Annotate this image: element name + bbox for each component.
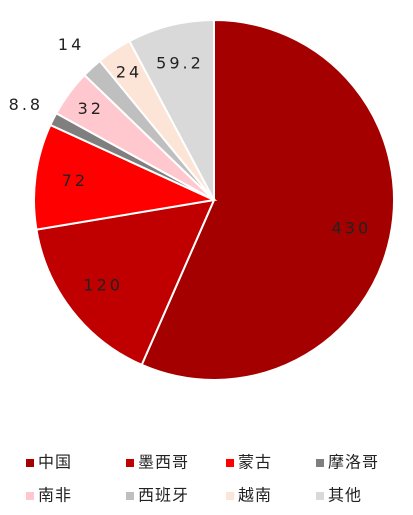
legend-swatch: [316, 459, 324, 467]
legend-label: 越南: [238, 486, 272, 505]
legend-swatch: [226, 459, 234, 467]
legend-label: 墨西哥: [138, 453, 189, 472]
legend-swatch: [26, 459, 34, 467]
data-label: 24: [116, 62, 142, 81]
legend-swatch: [26, 492, 34, 500]
legend-swatch: [316, 492, 324, 500]
legend-label: 西班牙: [138, 486, 189, 505]
legend-label: 摩洛哥: [328, 453, 379, 472]
data-label: 59.2: [156, 53, 204, 72]
legend-label: 蒙古: [238, 453, 272, 472]
legend-swatch: [126, 459, 134, 467]
legend-label: 南非: [38, 486, 72, 505]
legend-swatch: [226, 492, 234, 500]
pie-slice: [140, 18, 395, 381]
legend-swatch: [126, 492, 134, 500]
data-label: 8.8: [9, 95, 43, 114]
pie-slice: [128, 18, 215, 201]
data-label: 32: [78, 99, 104, 118]
legend-label: 其他: [328, 486, 362, 505]
data-label: 72: [62, 171, 88, 190]
pie-slice: [33, 123, 218, 231]
data-label: 120: [83, 276, 123, 295]
data-label: 14: [58, 35, 84, 54]
data-label: 430: [332, 218, 372, 237]
pie-slice: [35, 198, 216, 367]
legend-label: 中国: [38, 453, 72, 472]
